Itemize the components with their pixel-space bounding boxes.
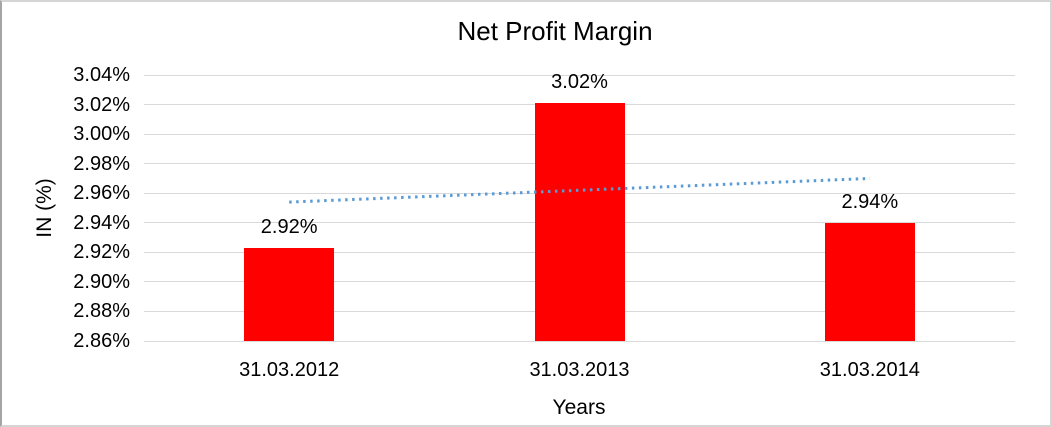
x-axis-title: Years	[552, 396, 606, 419]
plot-area: 2.92% 3.02% 2.94%	[144, 71, 1015, 342]
gridline	[144, 74, 1015, 76]
y-tick-label: 2.86%	[73, 330, 130, 352]
bar-31.03.2013	[534, 103, 625, 341]
trendline	[289, 176, 870, 204]
y-tick-label: 3.04%	[73, 64, 130, 86]
bar-31.03.2014	[824, 222, 915, 341]
x-category-label: 31.03.2013	[529, 359, 630, 381]
y-tick-label: 3.00%	[73, 123, 130, 146]
bar-data-label: 2.92%	[260, 215, 318, 238]
gridline	[144, 340, 1015, 342]
y-tick-label: 2.88%	[73, 300, 130, 323]
x-category-label: 31.03.2012	[239, 359, 340, 381]
chart-title: Net Profit Margin	[457, 16, 653, 46]
x-category-label: 31.03.2014	[819, 359, 920, 381]
y-tick-label: 2.90%	[73, 270, 130, 293]
y-tick-label: 3.02%	[73, 93, 130, 116]
y-tick-label: 2.96%	[73, 182, 130, 205]
bar-data-label: 2.94%	[841, 190, 899, 213]
y-tick-label: 2.98%	[73, 152, 130, 175]
y-tick-label: 2.94%	[73, 211, 130, 234]
bar-31.03.2012	[244, 247, 335, 341]
bar-data-label: 3.02%	[551, 71, 608, 94]
y-tick-label: 2.92%	[73, 241, 130, 264]
